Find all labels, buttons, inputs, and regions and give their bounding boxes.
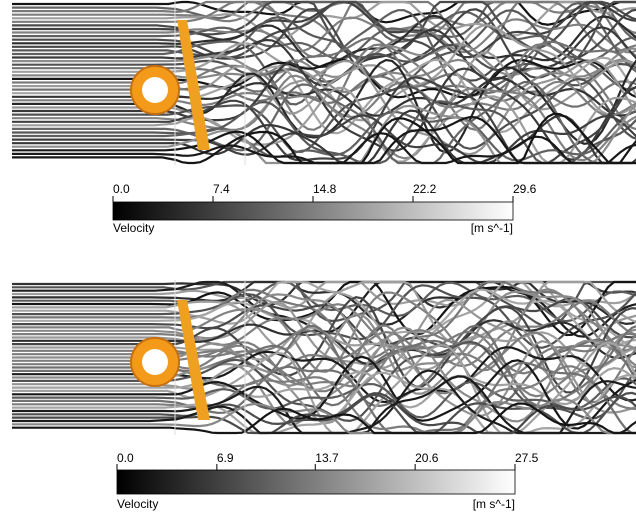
colorbar-tick-label: 13.7 [315, 451, 339, 465]
colorbar-tick-label: 7.4 [213, 182, 230, 196]
colorbar-label: Velocity [113, 221, 154, 235]
colorbar-tick-label: 29.6 [513, 182, 537, 196]
colorbar-tick-label: 0.0 [117, 451, 134, 465]
colorbar-tick-label: 20.6 [415, 451, 439, 465]
colorbar-units: [m s^-1] [471, 221, 513, 235]
figure: 0.0 7.4 14.8 22.2 29.6 Velocity [m s^-1] 0.0 6.9… [0, 0, 636, 518]
colorbar-tick-label: 22.2 [413, 182, 437, 196]
streamline [12, 290, 636, 356]
colorbar-tick-label: 6.9 [217, 451, 234, 465]
cylinder [142, 349, 168, 375]
colorbar-tick-label: 14.8 [313, 182, 337, 196]
colorbar [117, 470, 515, 494]
figure-canvas: 0.0 7.4 14.8 22.2 29.6 Velocity [m s^-1] 0.0 6.9… [0, 0, 636, 518]
cylinder [142, 77, 168, 103]
colorbar [113, 202, 513, 220]
streamline [12, 44, 636, 79]
colorbar-label: Velocity [117, 497, 158, 511]
streamline-image [12, 280, 636, 435]
colorbar-tick-label: 0.0 [113, 182, 130, 196]
colorbar-tick-label: 27.5 [515, 451, 539, 465]
colorbar-units: [m s^-1] [473, 497, 515, 511]
streamline-image [12, 0, 636, 165]
